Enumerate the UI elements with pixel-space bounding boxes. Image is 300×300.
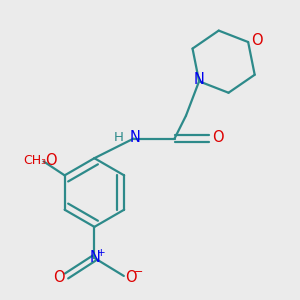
Text: O: O xyxy=(54,270,65,285)
Text: O: O xyxy=(45,153,57,168)
Text: N: N xyxy=(89,250,100,266)
Text: O: O xyxy=(212,130,224,146)
Text: O: O xyxy=(125,270,137,285)
Text: +: + xyxy=(97,248,106,258)
Text: H: H xyxy=(114,131,124,144)
Text: CH₃: CH₃ xyxy=(23,154,46,167)
Text: −: − xyxy=(134,267,143,277)
Text: O: O xyxy=(251,33,263,48)
Text: N: N xyxy=(130,130,140,145)
Text: N: N xyxy=(194,72,205,87)
